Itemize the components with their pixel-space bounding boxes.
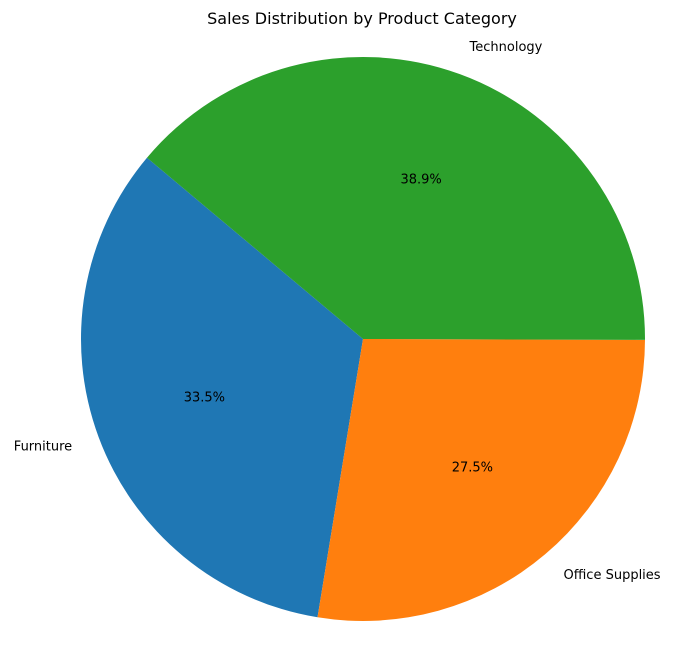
slice-percent-label: 27.5% xyxy=(452,461,493,476)
slice-category-label: Technology xyxy=(469,40,543,55)
pie-slices xyxy=(81,57,645,621)
pie-slice-furniture xyxy=(81,157,364,618)
pie-slice-office-supplies xyxy=(317,339,645,621)
pie-slice-technology xyxy=(146,57,645,340)
pie-labels: 33.5% Furniture 27.5% Office Supplies 38.9% T… xyxy=(14,40,661,583)
slice-category-label: Office Supplies xyxy=(564,568,661,583)
slice-percent-label: 33.5% xyxy=(184,390,225,405)
slice-percent-label: 38.9% xyxy=(400,173,441,188)
chart-title: Sales Distribution by Product Category xyxy=(207,9,517,28)
slice-category-label: Furniture xyxy=(14,439,72,454)
